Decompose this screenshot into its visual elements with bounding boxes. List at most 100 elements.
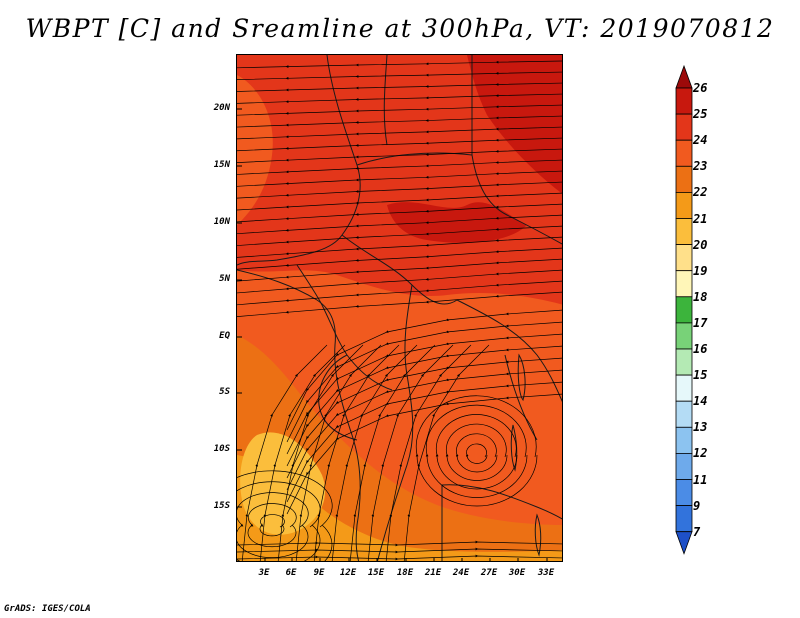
streamline xyxy=(247,503,297,548)
colorbar-label: 26 xyxy=(693,81,708,95)
streamline xyxy=(237,547,562,554)
colorbar-segment xyxy=(675,270,693,298)
colorbar-label: 13 xyxy=(693,420,708,435)
streamline xyxy=(237,104,562,116)
streamline xyxy=(237,554,562,561)
lat-tick-label: EQ xyxy=(219,331,230,341)
streamline xyxy=(237,481,321,561)
lat-tick-label: 10S xyxy=(213,444,230,454)
colorbar-segment xyxy=(675,87,693,115)
colorbar-segment xyxy=(675,244,693,272)
lon-tick-label: 21E xyxy=(424,568,442,578)
colorbar-segment xyxy=(675,479,693,507)
streamline xyxy=(237,203,562,223)
streamline xyxy=(237,470,333,561)
axis-ticks xyxy=(237,108,548,561)
colorbar-segment xyxy=(675,191,693,219)
colorbar-bottom-arrow xyxy=(675,531,693,555)
colorbar-label: 14 xyxy=(693,394,708,409)
streamline xyxy=(237,137,562,152)
streamline xyxy=(237,269,562,294)
lon-tick-label: 33E xyxy=(537,568,555,578)
lon-tick-label: 30E xyxy=(508,568,526,578)
streamline xyxy=(237,93,562,104)
colorbar-segment xyxy=(675,218,693,246)
colorbar-label: 9 xyxy=(693,498,701,513)
colorbar-segment xyxy=(675,348,693,376)
streamline xyxy=(425,404,528,498)
colorbar-segment xyxy=(675,165,693,193)
colorbar-segment xyxy=(675,400,693,428)
streamline xyxy=(237,291,562,317)
lake-outline xyxy=(517,353,526,402)
colorbar-label: 17 xyxy=(693,315,708,330)
lat-tick-label: 15S xyxy=(213,501,230,511)
colorbar-label: 25 xyxy=(693,107,708,122)
colorbar-label: 11 xyxy=(693,472,708,487)
streamline xyxy=(455,433,498,473)
streamline xyxy=(237,258,562,282)
streamline xyxy=(237,159,562,175)
colorbar-label: 23 xyxy=(693,159,708,174)
lat-tick-label: 10N xyxy=(213,217,230,227)
lon-tick-label: 24E xyxy=(452,568,470,578)
streamline xyxy=(237,492,309,558)
grads-credit: GrADS: IGES/COLA xyxy=(4,604,91,614)
colorbar-segment xyxy=(675,139,693,167)
streamline xyxy=(237,126,562,140)
colorbar-label: 15 xyxy=(693,368,708,383)
streamline xyxy=(237,280,562,306)
lon-tick-label: 27E xyxy=(480,568,498,578)
streamlines-layer xyxy=(237,60,562,561)
colorbar-segment xyxy=(675,113,693,141)
lon-tick-label: 12E xyxy=(339,568,357,578)
streamline xyxy=(445,423,508,481)
colorbar-segment xyxy=(675,426,693,454)
lat-tick-label: 5S xyxy=(219,387,230,397)
wbpt-region-21 xyxy=(237,455,562,561)
lon-tick-label: 6E xyxy=(285,568,297,578)
colorbar-label: 22 xyxy=(693,185,708,200)
map-title: WBPT [C] and Sreamline at 300hPa, VT: 20… xyxy=(25,14,775,43)
lon-tick-label: 9E xyxy=(313,568,325,578)
streamline xyxy=(237,181,562,199)
colorbar-label: 21 xyxy=(693,211,708,226)
streamline xyxy=(403,344,490,561)
map-panel xyxy=(236,54,563,562)
streamline xyxy=(237,540,562,547)
colorbar-label: 7 xyxy=(693,524,701,539)
colorbar-segment xyxy=(675,505,693,533)
colorbar-label: 16 xyxy=(693,342,708,356)
lon-tick-label: 15E xyxy=(367,568,385,578)
colorbar-label: 12 xyxy=(693,446,708,461)
colorbar-label: 24 xyxy=(693,133,708,148)
colorbar-segment xyxy=(675,296,693,324)
streamline xyxy=(237,236,562,258)
streamline xyxy=(237,148,562,163)
streamline xyxy=(415,395,538,507)
streamline xyxy=(237,225,562,246)
colorbar-segment xyxy=(675,452,693,480)
streamline xyxy=(259,514,285,537)
streamline xyxy=(465,443,488,464)
lon-tick-label: 18E xyxy=(396,568,414,578)
lat-tick-label: 15N xyxy=(213,160,230,170)
colorbar xyxy=(675,64,693,555)
streamline xyxy=(237,115,562,128)
streamline xyxy=(237,60,562,69)
colorbar-top-arrow xyxy=(675,64,693,89)
streamline xyxy=(237,214,562,235)
colorbar-label: 20 xyxy=(693,237,708,252)
lake-outline xyxy=(510,424,518,472)
colorbar-label: 19 xyxy=(693,263,708,278)
streamline xyxy=(435,414,518,490)
colorbar-segment xyxy=(675,322,693,350)
colorbar-label: 18 xyxy=(693,289,708,304)
streamline xyxy=(237,170,562,187)
lake-outline xyxy=(534,513,542,557)
streamline xyxy=(237,192,562,211)
lon-tick-label: 3E xyxy=(258,568,270,578)
streamline xyxy=(237,82,562,92)
colorbar-segment xyxy=(675,374,693,402)
lat-tick-label: 20N xyxy=(213,103,230,113)
